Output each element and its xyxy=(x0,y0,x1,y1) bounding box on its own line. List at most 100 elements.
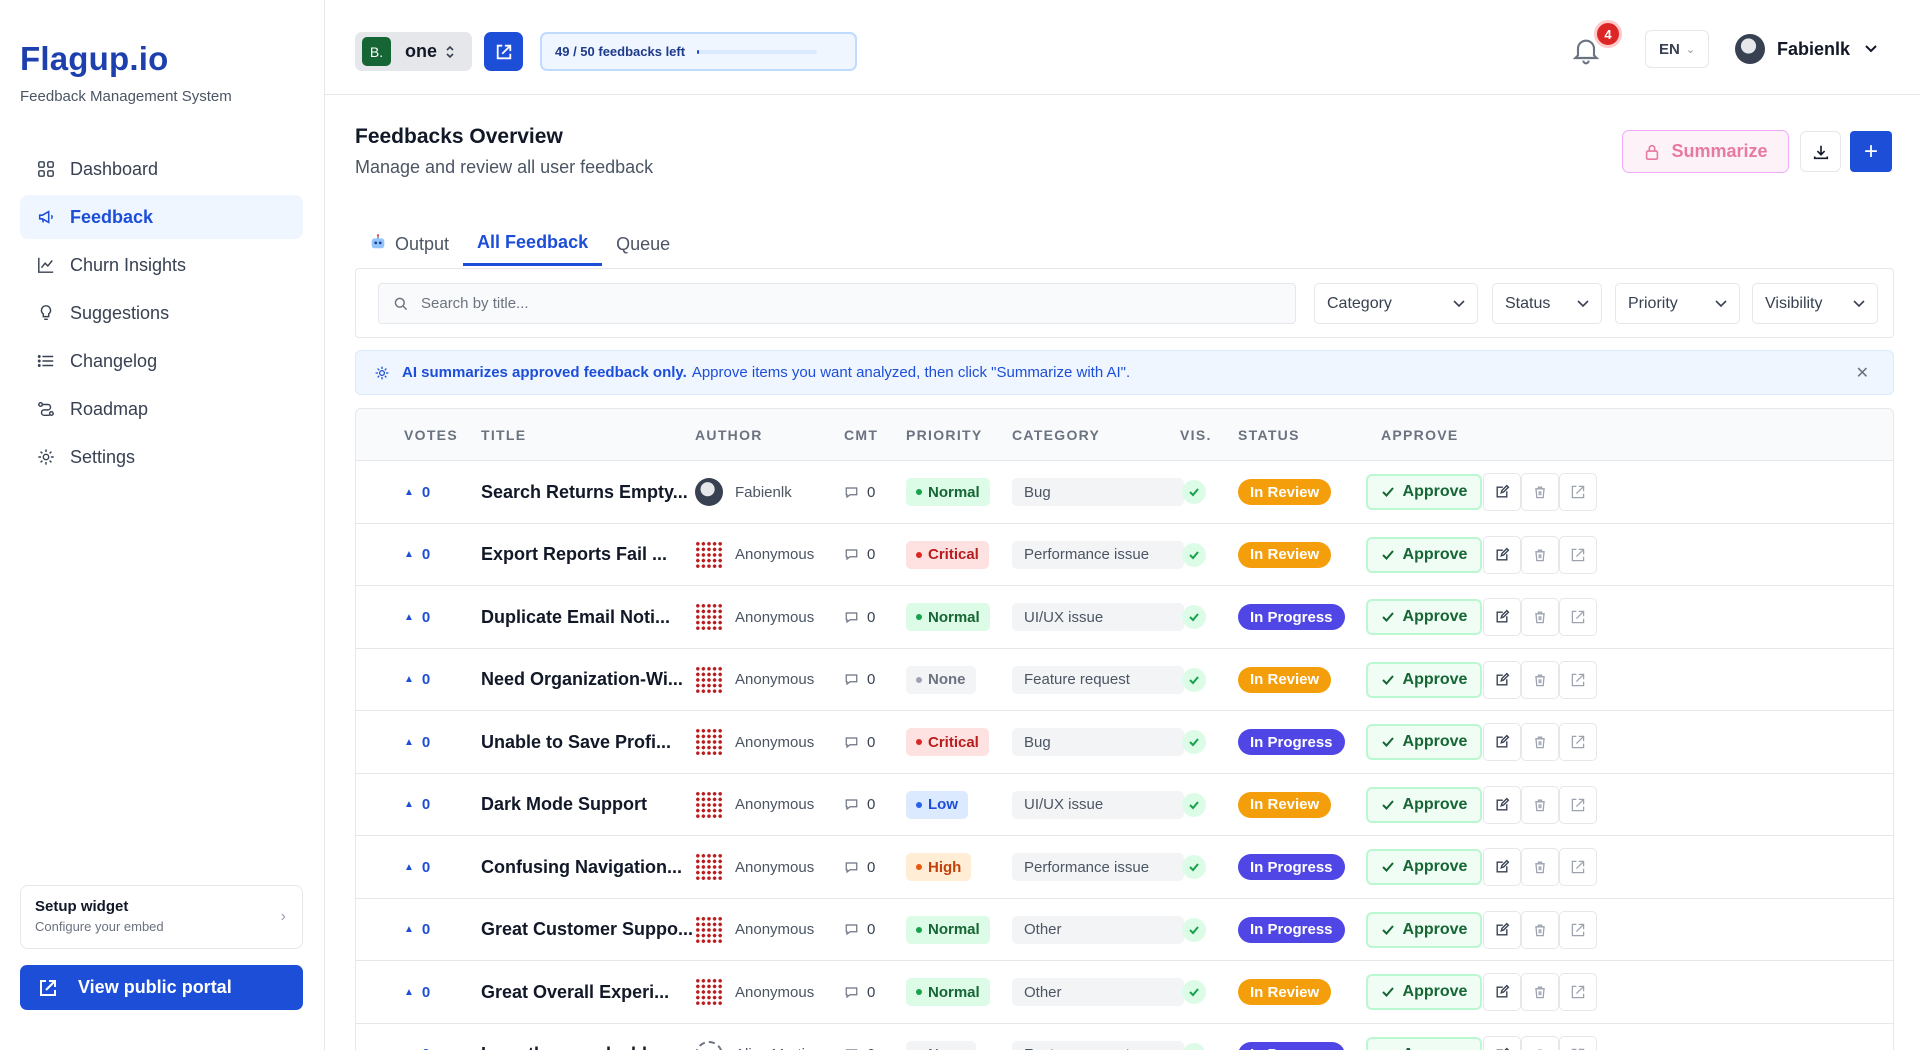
view-public-portal-button[interactable]: View public portal xyxy=(20,965,303,1010)
sidebar-item-settings[interactable]: Settings xyxy=(20,435,303,479)
column-header-status[interactable]: STATUS xyxy=(1238,427,1300,443)
edit-button[interactable] xyxy=(1483,785,1521,824)
approve-button[interactable]: Approve xyxy=(1366,661,1482,698)
table-row[interactable]: ▲ 0 Great Customer Suppo... Anonymous 0 … xyxy=(356,899,1893,961)
sidebar-item-dashboard[interactable]: Dashboard xyxy=(20,147,303,191)
feedback-title[interactable]: Export Reports Fail ... xyxy=(481,544,668,564)
feedback-title[interactable]: Need Organization-Wi... xyxy=(481,669,683,689)
edit-button[interactable] xyxy=(1483,723,1521,761)
vote-button[interactable]: ▲ 0 xyxy=(404,774,430,836)
edit-button[interactable] xyxy=(1483,910,1521,949)
open-button[interactable] xyxy=(1559,660,1597,699)
open-button[interactable] xyxy=(1559,973,1597,1011)
column-header-visibility[interactable]: VIS. xyxy=(1180,427,1212,443)
check-circle-icon[interactable] xyxy=(1182,980,1206,1004)
delete-button[interactable] xyxy=(1521,785,1559,824)
delete-button[interactable] xyxy=(1521,660,1559,699)
open-button[interactable] xyxy=(1559,1035,1597,1050)
check-circle-icon[interactable] xyxy=(1182,730,1206,754)
column-header-comments[interactable]: CMT xyxy=(844,427,879,443)
bell-icon[interactable] xyxy=(1570,34,1602,66)
delete-button[interactable] xyxy=(1521,473,1559,511)
delete-button[interactable] xyxy=(1521,910,1559,949)
tab-all-feedback[interactable]: All Feedback xyxy=(463,222,603,266)
feedback-title[interactable]: Duplicate Email Noti... xyxy=(481,606,671,627)
feedback-title[interactable]: Unable to Save Profi... xyxy=(481,731,672,752)
delete-button[interactable] xyxy=(1521,598,1559,636)
approve-button[interactable]: Approve xyxy=(1366,474,1482,510)
delete-button[interactable] xyxy=(1521,1035,1559,1050)
feedback-title[interactable]: Great Overall Experi... xyxy=(481,981,670,1002)
vote-button[interactable]: ▲ 0 xyxy=(404,836,430,898)
setup-widget-card[interactable]: Setup widget Configure your embed › xyxy=(20,885,303,949)
edit-button[interactable] xyxy=(1483,660,1521,699)
feedback-title[interactable]: Search Returns Empty... xyxy=(481,481,688,502)
table-row[interactable]: ▲ 0 Love the new dashboa... Alice Martin… xyxy=(356,1024,1893,1050)
feedback-title[interactable]: Confusing Navigation... xyxy=(481,856,682,877)
open-button[interactable] xyxy=(1559,473,1597,511)
tab-output[interactable]: Output xyxy=(355,222,463,266)
open-button[interactable] xyxy=(1559,598,1597,636)
approve-button[interactable]: Approve xyxy=(1366,724,1482,760)
sidebar-item-feedback[interactable]: Feedback xyxy=(20,195,303,239)
edit-button[interactable] xyxy=(1483,1035,1521,1050)
approve-button[interactable]: Approve xyxy=(1366,1036,1482,1050)
sidebar-item-suggestions[interactable]: Suggestions xyxy=(20,291,303,335)
close-icon[interactable]: ✕ xyxy=(1855,365,1869,382)
feedback-title[interactable]: Dark Mode Support xyxy=(481,794,648,814)
check-circle-icon[interactable] xyxy=(1182,917,1206,942)
tab-queue[interactable]: Queue xyxy=(602,222,684,266)
download-button[interactable] xyxy=(1800,131,1841,172)
delete-button[interactable] xyxy=(1521,973,1559,1011)
vote-button[interactable]: ▲ 0 xyxy=(404,1024,430,1050)
table-row[interactable]: ▲ 0 Great Overall Experi... Anonymous 0 … xyxy=(356,961,1893,1024)
language-selector[interactable]: EN ⌄ xyxy=(1645,30,1709,68)
column-header-author[interactable]: AUTHOR xyxy=(695,427,763,443)
table-row[interactable]: ▲ 0 Need Organization-Wi... Anonymous 0 … xyxy=(356,649,1893,711)
user-menu[interactable]: Fabienlk xyxy=(1735,30,1878,68)
vote-button[interactable]: ▲ 0 xyxy=(404,899,430,961)
delete-button[interactable] xyxy=(1521,723,1559,761)
search-input[interactable] xyxy=(421,295,1221,312)
category-filter[interactable]: Category xyxy=(1314,283,1478,324)
feedback-title[interactable]: Love the new dashboa... xyxy=(481,1024,689,1050)
table-row[interactable]: ▲ 0 Search Returns Empty... Fabienlk 0 N… xyxy=(356,461,1893,524)
edit-button[interactable] xyxy=(1483,973,1521,1011)
delete-button[interactable] xyxy=(1521,848,1559,886)
open-project-button[interactable] xyxy=(484,32,523,71)
check-circle-icon[interactable] xyxy=(1182,667,1206,692)
approve-button[interactable]: Approve xyxy=(1366,536,1482,573)
table-row[interactable]: ▲ 0 Confusing Navigation... Anonymous 0 … xyxy=(356,836,1893,899)
vote-button[interactable]: ▲ 0 xyxy=(404,961,430,1023)
check-circle-icon[interactable] xyxy=(1182,855,1206,879)
column-header-priority[interactable]: PRIORITY xyxy=(906,427,983,443)
approve-button[interactable]: Approve xyxy=(1366,849,1482,885)
feedback-title[interactable]: Great Customer Suppo... xyxy=(481,919,694,939)
table-row[interactable]: ▲ 0 Dark Mode Support Anonymous 0 Low UI… xyxy=(356,774,1893,836)
brand-logo[interactable]: Flagup.io xyxy=(20,40,169,77)
summarize-button[interactable]: Summarize xyxy=(1622,130,1789,173)
table-row[interactable]: ▲ 0 Duplicate Email Noti... Anonymous 0 … xyxy=(356,586,1893,649)
sidebar-item-changelog[interactable]: Changelog xyxy=(20,339,303,383)
priority-filter[interactable]: Priority xyxy=(1615,283,1740,324)
table-row[interactable]: ▲ 0 Unable to Save Profi... Anonymous 0 … xyxy=(356,711,1893,774)
approve-button[interactable]: Approve xyxy=(1366,786,1482,823)
approve-button[interactable]: Approve xyxy=(1366,911,1482,948)
approve-button[interactable]: Approve xyxy=(1366,974,1482,1010)
status-filter[interactable]: Status xyxy=(1492,283,1602,324)
vote-button[interactable]: ▲ 0 xyxy=(404,711,430,773)
add-feedback-button[interactable]: + xyxy=(1850,131,1892,172)
edit-button[interactable] xyxy=(1483,473,1521,511)
column-header-approve[interactable]: APPROVE xyxy=(1381,427,1459,443)
open-button[interactable] xyxy=(1559,910,1597,949)
visibility-filter[interactable]: Visibility xyxy=(1752,283,1878,324)
check-circle-icon[interactable] xyxy=(1182,542,1206,567)
delete-button[interactable] xyxy=(1521,535,1559,574)
edit-button[interactable] xyxy=(1483,535,1521,574)
open-button[interactable] xyxy=(1559,848,1597,886)
vote-button[interactable]: ▲ 0 xyxy=(404,461,430,523)
sidebar-item-churn-insights[interactable]: Churn Insights xyxy=(20,243,303,287)
column-header-category[interactable]: CATEGORY xyxy=(1012,427,1101,443)
column-header-title[interactable]: TITLE xyxy=(481,427,527,443)
vote-button[interactable]: ▲ 0 xyxy=(404,649,430,711)
